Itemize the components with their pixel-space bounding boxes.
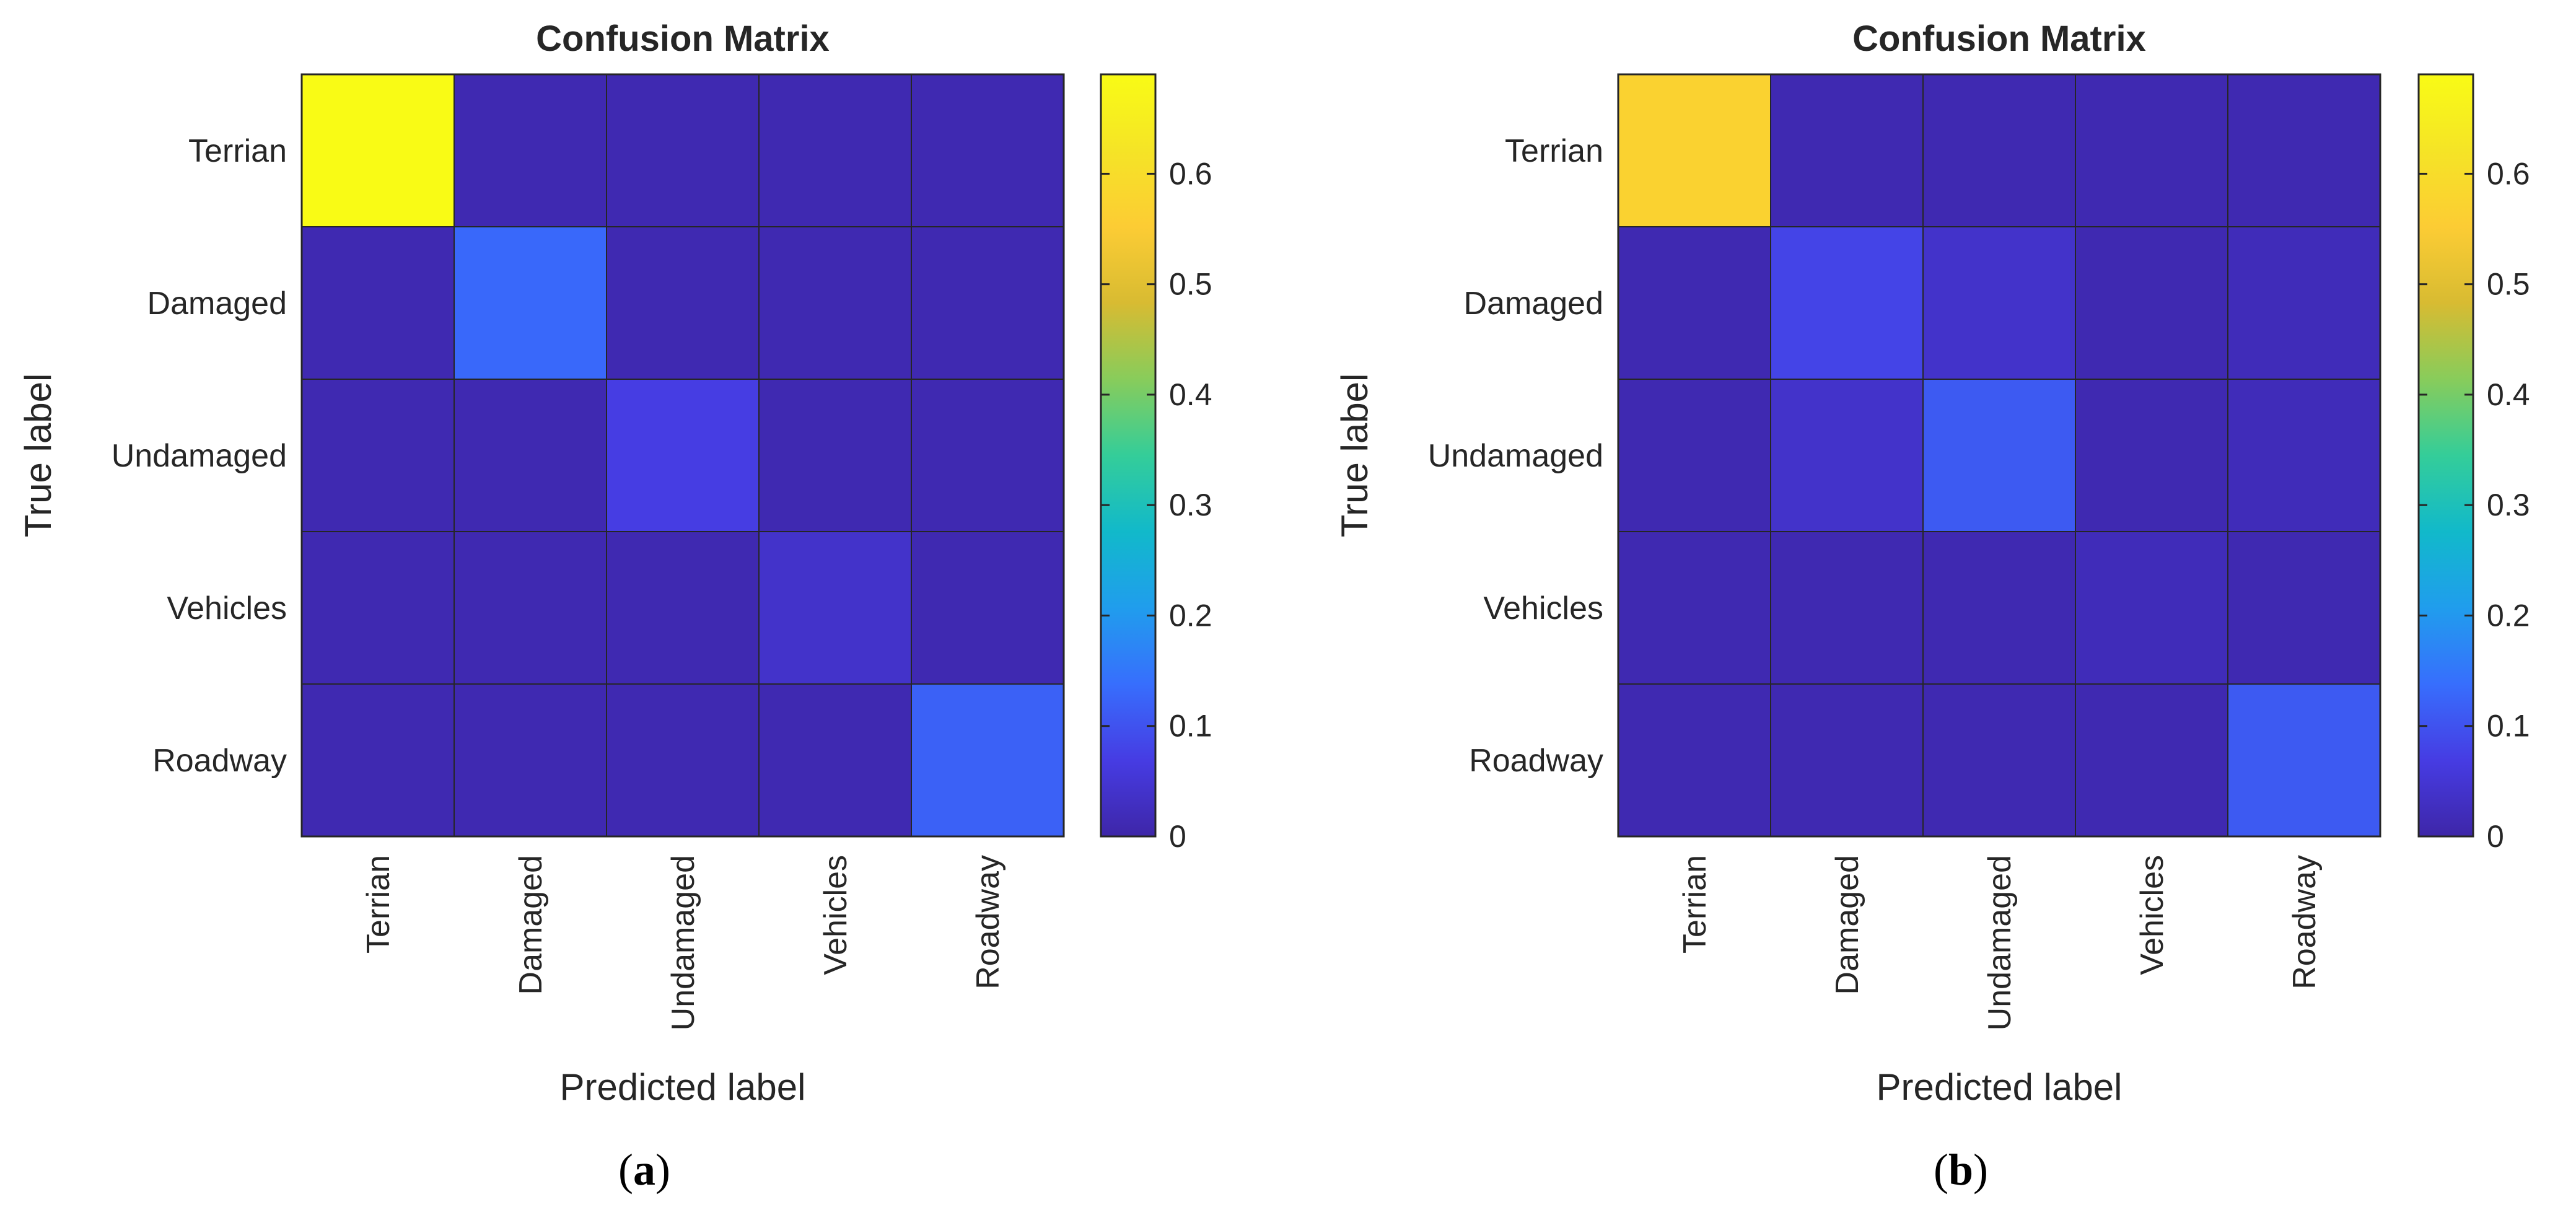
- cell-terrian-roadway: Terrian → Roadway: 0.01: [2227, 74, 2381, 227]
- chart-title: Confusion Matrix: [536, 19, 830, 59]
- cell-roadway-terrian: Roadway → Terrian: 0.01: [1618, 683, 1771, 837]
- cell-terrian-vehicles: Terrian → Vehicles: 0.01: [2075, 74, 2228, 227]
- plot-frame: [1617, 73, 2381, 838]
- y-tick-terrian: Terrian: [188, 133, 287, 169]
- colorbar-tick-label: 0.2: [2487, 598, 2530, 633]
- cell-roadway-undamaged: Roadway → Undamaged: 0.01: [606, 683, 760, 837]
- colorbar-tick-label: 0.4: [1169, 377, 1212, 412]
- cell-damaged-vehicles: Damaged → Vehicles: 0.01: [758, 226, 912, 380]
- x-tick-undamaged: Undamaged: [665, 855, 701, 1030]
- colorbar-tick-label: 0.2: [1169, 598, 1212, 633]
- cell-undamaged-damaged: Undamaged → Damaged: 0.01: [453, 379, 607, 532]
- cell-roadway-vehicles: Roadway → Vehicles: 0.01: [758, 683, 912, 837]
- colorbar-tick-label: 0.1: [1169, 709, 1212, 743]
- cell-vehicles-terrian: Vehicles → Terrian: 0.01: [301, 531, 455, 685]
- colorbar-tick-label: 0: [1169, 819, 1186, 854]
- panel-caption: (a): [618, 1145, 670, 1195]
- y-tick-damaged: Damaged: [147, 286, 287, 322]
- x-tick-terrian: Terrian: [361, 855, 396, 954]
- cell-damaged-damaged: Damaged → Damaged: 0.13: [453, 226, 607, 380]
- cell-undamaged-terrian: Undamaged → Terrian: 0.01: [1618, 379, 1771, 532]
- cell-vehicles-damaged: Vehicles → Damaged: 0.01: [453, 531, 607, 685]
- x-tick-vehicles: Vehicles: [818, 855, 854, 975]
- cell-roadway-roadway: Roadway → Roadway: 0.11: [2227, 683, 2381, 837]
- cell-terrian-damaged: Terrian → Damaged: 0.01: [453, 74, 607, 227]
- cell-damaged-roadway: Damaged → Roadway: 0.01: [911, 226, 1064, 380]
- x-tick-terrian: Terrian: [1677, 855, 1713, 954]
- x-tick-damaged: Damaged: [1829, 855, 1865, 994]
- cell-terrian-undamaged: Terrian → Undamaged: 0.01: [606, 74, 760, 227]
- cell-damaged-damaged: Damaged → Damaged: 0.08: [1770, 226, 1924, 380]
- colorbar-tick-label: 0.3: [1169, 488, 1212, 522]
- cell-vehicles-undamaged: Vehicles → Undamaged: 0.01: [606, 531, 760, 685]
- cell-undamaged-damaged: Undamaged → Damaged: 0.04: [1770, 379, 1924, 532]
- x-tick-roadway: Roadway: [970, 855, 1006, 989]
- y-tick-damaged: Damaged: [1464, 286, 1603, 322]
- cell-damaged-roadway: Damaged → Roadway: 0.02: [2227, 226, 2381, 380]
- colorbar: [1100, 73, 1157, 838]
- y-tick-terrian: Terrian: [1505, 133, 1603, 169]
- cell-damaged-undamaged: Damaged → Undamaged: 0.04: [1922, 226, 2076, 380]
- cell-undamaged-terrian: Undamaged → Terrian: 0.01: [301, 379, 455, 532]
- colorbar-tick-label: 0.5: [2487, 267, 2530, 302]
- cell-undamaged-undamaged: Undamaged → Undamaged: 0.07: [606, 379, 760, 532]
- colorbar-tick-label: 0.6: [1169, 156, 1212, 191]
- colorbar-tick-label: 0.5: [1169, 267, 1212, 302]
- cell-damaged-terrian: Damaged → Terrian: 0.01: [1618, 226, 1771, 380]
- cell-roadway-roadway: Roadway → Roadway: 0.12: [911, 683, 1064, 837]
- x-axis-label: Predicted label: [560, 1066, 806, 1108]
- x-tick-roadway: Roadway: [2287, 855, 2323, 989]
- cell-terrian-damaged: Terrian → Damaged: 0.01: [1770, 74, 1924, 227]
- cell-undamaged-roadway: Undamaged → Roadway: 0.01: [911, 379, 1064, 532]
- cell-roadway-damaged: Roadway → Damaged: 0.01: [1770, 683, 1924, 837]
- panel-caption: (b): [1934, 1145, 1988, 1195]
- y-tick-undamaged: Undamaged: [1428, 438, 1603, 474]
- x-tick-undamaged: Undamaged: [1982, 855, 2018, 1030]
- cell-undamaged-roadway: Undamaged → Roadway: 0.02: [2227, 379, 2381, 532]
- y-tick-undamaged: Undamaged: [112, 438, 287, 474]
- y-axis-label: True label: [1334, 374, 1375, 538]
- cell-terrian-roadway: Terrian → Roadway: 0.01: [911, 74, 1064, 227]
- colorbar-tick-label: 0: [2487, 819, 2504, 854]
- colorbar-tick-label: 0.6: [2487, 156, 2530, 191]
- x-tick-vehicles: Vehicles: [2134, 855, 2170, 975]
- cell-undamaged-undamaged: Undamaged → Undamaged: 0.11: [1922, 379, 2076, 532]
- cell-terrian-vehicles: Terrian → Vehicles: 0.01: [758, 74, 912, 227]
- y-axis-label: True label: [17, 374, 59, 538]
- cell-roadway-vehicles: Roadway → Vehicles: 0.01: [2075, 683, 2228, 837]
- y-tick-vehicles: Vehicles: [1483, 590, 1603, 626]
- cell-vehicles-roadway: Vehicles → Roadway: 0.01: [2227, 531, 2381, 685]
- cell-undamaged-vehicles: Undamaged → Vehicles: 0.01: [2075, 379, 2228, 532]
- y-tick-roadway: Roadway: [1469, 743, 1603, 779]
- colorbar-tick-label: 0.1: [2487, 709, 2530, 743]
- cell-damaged-vehicles: Damaged → Vehicles: 0.01: [2075, 226, 2228, 380]
- cell-terrian-terrian: Terrian → Terrian: 0.69: [301, 74, 455, 227]
- colorbar: [2417, 73, 2474, 838]
- y-tick-vehicles: Vehicles: [167, 590, 287, 626]
- cell-vehicles-undamaged: Vehicles → Undamaged: 0.01: [1922, 531, 2076, 685]
- cell-roadway-damaged: Roadway → Damaged: 0.01: [453, 683, 607, 837]
- colorbar-tick-label: 0.4: [2487, 377, 2530, 412]
- cell-roadway-terrian: Roadway → Terrian: 0.01: [301, 683, 455, 837]
- y-tick-roadway: Roadway: [152, 743, 287, 779]
- colorbar-tick-label: 0.3: [2487, 488, 2530, 522]
- cell-terrian-undamaged: Terrian → Undamaged: 0.01: [1922, 74, 2076, 227]
- cell-terrian-terrian: Terrian → Terrian: 0.57: [1618, 74, 1771, 227]
- cell-roadway-undamaged: Roadway → Undamaged: 0.01: [1922, 683, 2076, 837]
- plot-frame: [300, 73, 1065, 838]
- cell-vehicles-terrian: Vehicles → Terrian: 0.01: [1618, 531, 1771, 685]
- cell-damaged-terrian: Damaged → Terrian: 0.01: [301, 226, 455, 380]
- x-tick-damaged: Damaged: [513, 855, 549, 994]
- chart-title: Confusion Matrix: [1852, 19, 2146, 59]
- cell-undamaged-vehicles: Undamaged → Vehicles: 0.01: [758, 379, 912, 532]
- cell-damaged-undamaged: Damaged → Undamaged: 0.01: [606, 226, 760, 380]
- x-axis-label: Predicted label: [1877, 1066, 2123, 1108]
- cell-vehicles-vehicles: Vehicles → Vehicles: 0.04: [758, 531, 912, 685]
- cell-vehicles-roadway: Vehicles → Roadway: 0.01: [911, 531, 1064, 685]
- cell-vehicles-damaged: Vehicles → Damaged: 0.01: [1770, 531, 1924, 685]
- cell-vehicles-vehicles: Vehicles → Vehicles: 0.02: [2075, 531, 2228, 685]
